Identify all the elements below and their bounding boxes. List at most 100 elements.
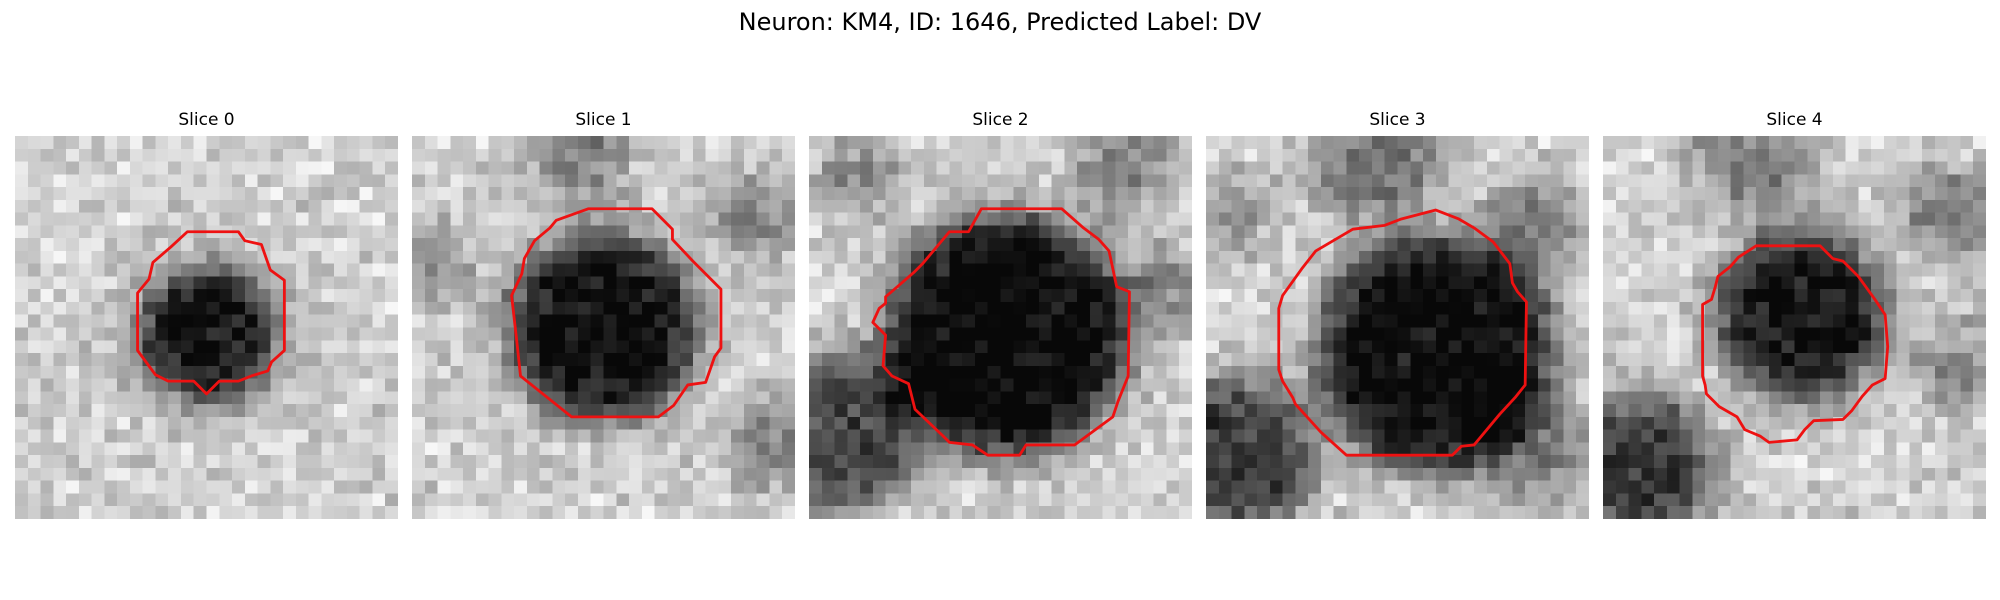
pixel bbox=[1781, 314, 1795, 328]
pixel bbox=[1115, 161, 1129, 175]
pixel bbox=[1781, 404, 1795, 418]
pixel bbox=[1051, 327, 1065, 341]
pixel bbox=[1064, 238, 1078, 252]
pixel bbox=[168, 225, 182, 239]
pixel bbox=[641, 506, 655, 519]
pixel bbox=[1410, 365, 1424, 379]
pixel bbox=[1692, 391, 1706, 405]
pixel bbox=[412, 136, 426, 150]
pixel bbox=[1474, 327, 1488, 341]
pixel bbox=[1947, 238, 1961, 252]
pixel bbox=[1102, 148, 1116, 162]
pixel bbox=[1858, 225, 1872, 239]
pixel bbox=[987, 174, 1001, 188]
pixel bbox=[66, 161, 80, 175]
pixel bbox=[463, 199, 477, 213]
pixel bbox=[1615, 480, 1629, 494]
pixel bbox=[616, 493, 630, 507]
pixel bbox=[91, 506, 105, 519]
pixel bbox=[219, 276, 233, 290]
pixel bbox=[257, 174, 271, 188]
pixel bbox=[488, 136, 502, 150]
pixel bbox=[718, 187, 732, 201]
pixel bbox=[641, 238, 655, 252]
pixel bbox=[180, 353, 194, 367]
pixel bbox=[295, 353, 309, 367]
pixel bbox=[1244, 199, 1258, 213]
pixel bbox=[1128, 391, 1142, 405]
pixel bbox=[1448, 314, 1462, 328]
pixel bbox=[424, 212, 438, 226]
pixel bbox=[1115, 148, 1129, 162]
pixel bbox=[1679, 199, 1693, 213]
pixel bbox=[1807, 506, 1821, 519]
pixel bbox=[590, 225, 604, 239]
pixel bbox=[257, 353, 271, 367]
pixel bbox=[1026, 301, 1040, 315]
pixel bbox=[1333, 378, 1347, 392]
pixel bbox=[1346, 493, 1360, 507]
pixel bbox=[667, 301, 681, 315]
pixel bbox=[860, 289, 874, 303]
pixel bbox=[834, 353, 848, 367]
pixel bbox=[1679, 493, 1693, 507]
pixel bbox=[565, 416, 579, 430]
pixel bbox=[385, 467, 398, 481]
pixel bbox=[1397, 506, 1411, 519]
pixel bbox=[641, 148, 655, 162]
pixel bbox=[193, 161, 207, 175]
pixel bbox=[1947, 276, 1961, 290]
pixel bbox=[1730, 378, 1744, 392]
pixel bbox=[1871, 455, 1885, 469]
pixel bbox=[1692, 442, 1706, 456]
pixel bbox=[1371, 314, 1385, 328]
pixel bbox=[1486, 263, 1500, 277]
pixel bbox=[1269, 174, 1283, 188]
pixel bbox=[424, 289, 438, 303]
pixel bbox=[180, 212, 194, 226]
pixel bbox=[616, 212, 630, 226]
pixel bbox=[1705, 340, 1719, 354]
pixel bbox=[1218, 442, 1232, 456]
pixel bbox=[1717, 416, 1731, 430]
pixel bbox=[1499, 174, 1513, 188]
pixel bbox=[616, 353, 630, 367]
pixel bbox=[1512, 314, 1526, 328]
pixel bbox=[1794, 276, 1808, 290]
pixel bbox=[1346, 429, 1360, 443]
pixel bbox=[1410, 174, 1424, 188]
pixel bbox=[1832, 289, 1846, 303]
pixel bbox=[117, 455, 131, 469]
pixel bbox=[1461, 429, 1475, 443]
pixel bbox=[372, 276, 386, 290]
pixel bbox=[936, 161, 950, 175]
pixel bbox=[1013, 161, 1027, 175]
pixel bbox=[1973, 250, 1986, 264]
pixel bbox=[923, 455, 937, 469]
pixel bbox=[629, 225, 643, 239]
pixel bbox=[629, 327, 643, 341]
pixel bbox=[104, 429, 118, 443]
pixel bbox=[616, 365, 630, 379]
pixel bbox=[1909, 174, 1923, 188]
pixel bbox=[1730, 480, 1744, 494]
pixel bbox=[1512, 148, 1526, 162]
pixel bbox=[437, 250, 451, 264]
pixel bbox=[1231, 301, 1245, 315]
pixel bbox=[1423, 250, 1437, 264]
pixel bbox=[987, 225, 1001, 239]
pixel bbox=[501, 353, 515, 367]
pixel bbox=[372, 480, 386, 494]
pixel bbox=[809, 314, 823, 328]
pixel bbox=[1166, 480, 1180, 494]
pixel bbox=[1973, 314, 1986, 328]
pixel bbox=[1461, 506, 1475, 519]
pixel bbox=[936, 187, 950, 201]
pixel bbox=[257, 314, 271, 328]
pixel bbox=[1743, 391, 1757, 405]
pixel bbox=[860, 416, 874, 430]
pixel bbox=[1269, 199, 1283, 213]
pixel bbox=[1550, 327, 1564, 341]
pixel bbox=[206, 148, 220, 162]
pixel bbox=[193, 289, 207, 303]
